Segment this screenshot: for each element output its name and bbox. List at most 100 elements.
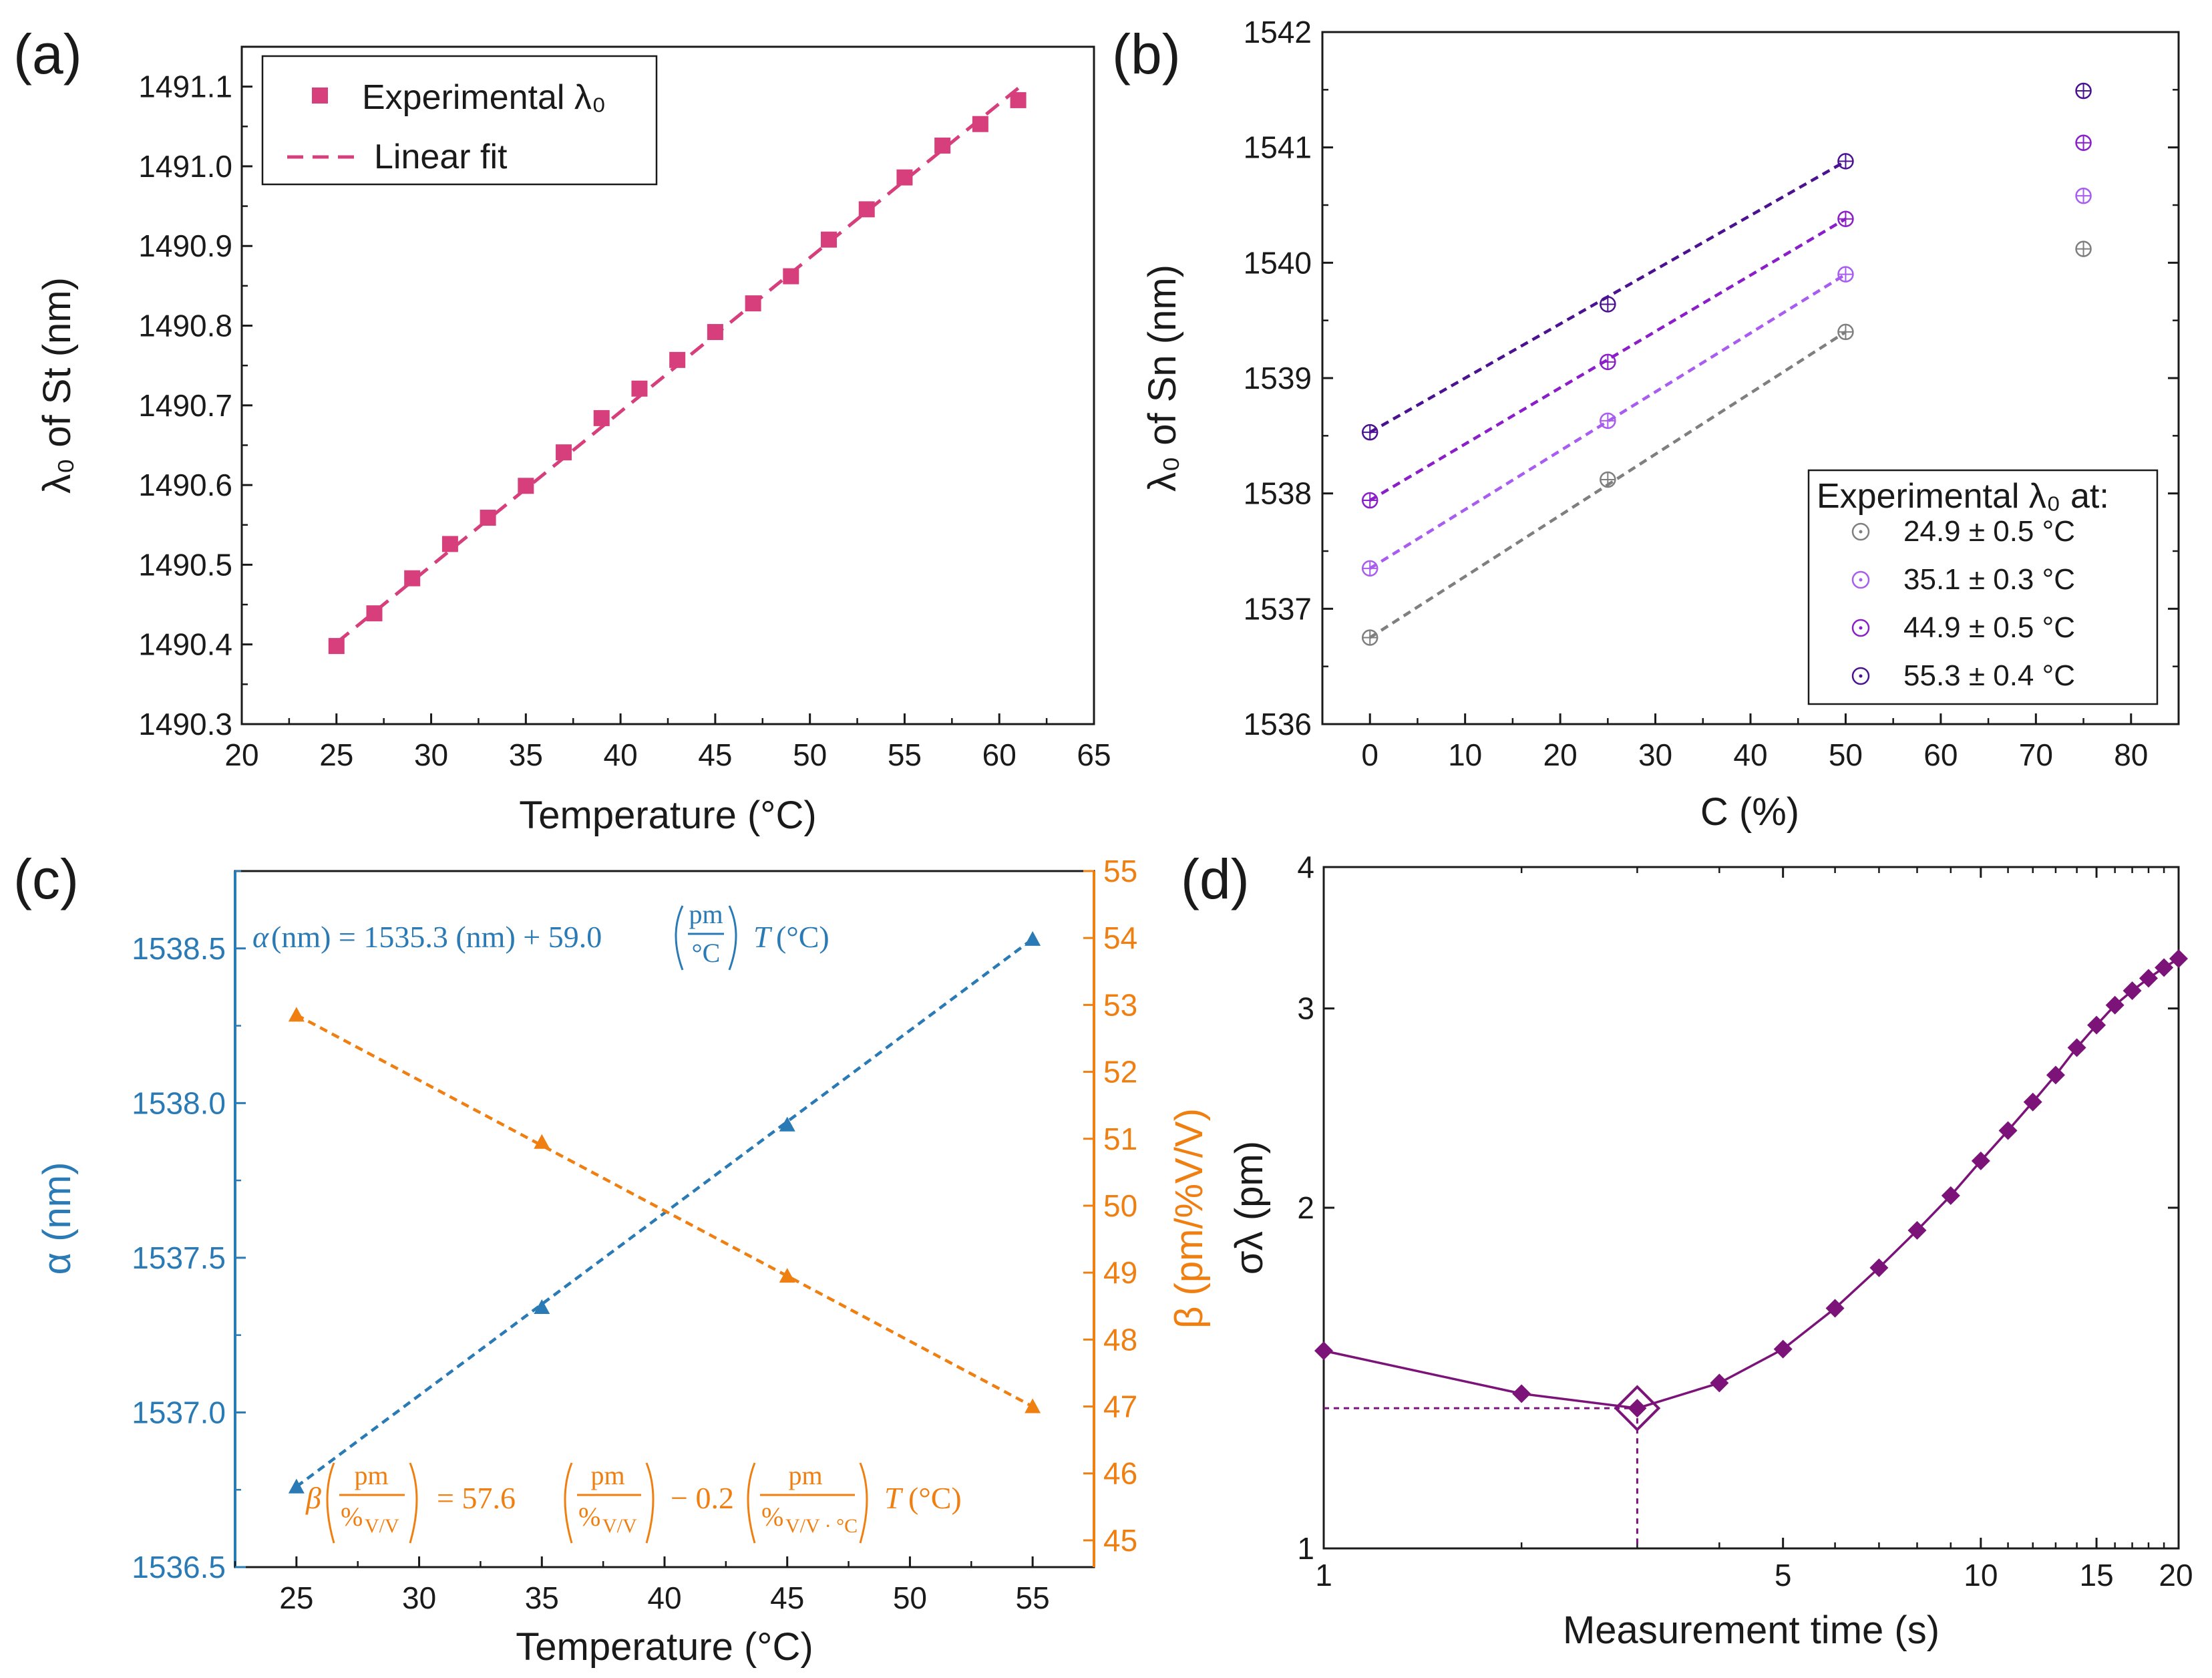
x-tick-label: 60 bbox=[1923, 737, 1958, 772]
x-tick-label: 45 bbox=[770, 1580, 804, 1615]
data-point bbox=[1361, 629, 1378, 646]
y-tick-label: 1490.5 bbox=[138, 547, 232, 582]
diamond-data-point bbox=[1971, 1151, 1990, 1170]
legend-circle-marker-icon bbox=[1851, 667, 1870, 685]
x-tick-label: 10 bbox=[1448, 737, 1482, 772]
alpha-fit-line bbox=[295, 938, 1034, 1488]
data-point bbox=[2075, 134, 2092, 152]
y-tick-label: 1490.4 bbox=[138, 627, 232, 662]
alpha-eq-tail: (°C) bbox=[776, 920, 830, 954]
beta-eq-vv1: V/V bbox=[365, 1515, 399, 1537]
panel-b-label: (b) bbox=[1112, 23, 1181, 86]
x-tick-label: 55 bbox=[1016, 1580, 1050, 1615]
x-tick-label: 30 bbox=[402, 1580, 436, 1615]
y-tick-label: 1539 bbox=[1244, 361, 1312, 395]
data-point bbox=[518, 478, 534, 494]
panel-d-points bbox=[1314, 949, 2188, 1432]
x-tick-label: 5 bbox=[1775, 1558, 1792, 1592]
diamond-data-point bbox=[2105, 995, 2125, 1015]
x-tick-label: 15 bbox=[2079, 1558, 2113, 1592]
triangle-data-point bbox=[1025, 1398, 1041, 1413]
triangle-data-point bbox=[779, 1268, 795, 1283]
panel-c-label: (c) bbox=[13, 848, 79, 910]
triangle-data-point bbox=[288, 1478, 305, 1494]
panel-a-legend-box bbox=[261, 55, 658, 186]
data-point bbox=[783, 268, 799, 285]
x-tick-label: 30 bbox=[1638, 737, 1672, 772]
panel-c-right-y-axis-label: β (pm/%V/V) bbox=[1167, 1108, 1211, 1329]
x-tick-label: 1 bbox=[1315, 1558, 1332, 1592]
x-tick-label: 50 bbox=[1829, 737, 1863, 772]
diamond-data-point bbox=[1907, 1220, 1927, 1240]
data-point bbox=[1837, 323, 1854, 341]
right-y-tick-label: 54 bbox=[1103, 920, 1137, 955]
right-y-tick-label: 51 bbox=[1103, 1122, 1137, 1156]
data-point bbox=[1361, 424, 1378, 441]
panel-a-x-ticks: 20 25 30 35 40 45 50 55 60 65 bbox=[224, 713, 1111, 772]
data-point bbox=[328, 638, 345, 655]
y-tick-label: 1540 bbox=[1244, 245, 1312, 280]
legend-circle-dot bbox=[1859, 530, 1863, 534]
y-tick-label: 2 bbox=[1297, 1190, 1314, 1225]
diamond-data-point bbox=[1628, 1399, 1647, 1418]
diamond-data-point bbox=[1710, 1373, 1729, 1393]
panel-b-y-ticks: 1536 1537 1538 1539 1540 1541 1542 bbox=[1244, 15, 2179, 741]
y-tick-label: 1541 bbox=[1244, 130, 1312, 165]
panel-a-y-ticks: 1490.3 1490.4 1490.5 1490.6 1490.7 1490.8 1490… bbox=[138, 69, 252, 741]
panel-b-x-axis-label: C (%) bbox=[1700, 790, 1799, 834]
y-tick-label: 1490.7 bbox=[138, 388, 232, 423]
alpha-eq-pm: pm bbox=[689, 899, 723, 929]
x-tick-label: 20 bbox=[1543, 737, 1578, 772]
beta-eq-pct3: % bbox=[761, 1502, 783, 1532]
panel-a-legend-fit: Linear fit bbox=[374, 138, 508, 176]
x-tick-label: 20 bbox=[2159, 1558, 2193, 1592]
alpha-eq-t: T bbox=[753, 920, 773, 954]
data-point bbox=[1600, 471, 1616, 488]
data-point bbox=[972, 116, 988, 132]
x-tick-label: 40 bbox=[604, 737, 638, 772]
x-tick-label: 50 bbox=[793, 737, 827, 772]
left-y-tick-label: 1538.0 bbox=[132, 1085, 226, 1120]
diamond-data-point bbox=[2155, 958, 2174, 977]
data-point bbox=[934, 137, 951, 154]
panel-d-y-axis-label: σλ (pm) bbox=[1228, 1141, 1271, 1275]
right-y-tick-label: 49 bbox=[1103, 1255, 1137, 1290]
y-tick-label: 3 bbox=[1297, 991, 1314, 1026]
panel-d-guide-lines bbox=[1324, 1407, 1638, 1548]
data-point bbox=[1600, 412, 1616, 430]
x-tick-label: 20 bbox=[224, 737, 258, 772]
panel-c-points bbox=[288, 931, 1041, 1494]
diamond-data-point bbox=[1825, 1299, 1845, 1318]
panel-c-x-ticks: 25 30 35 40 45 50 55 bbox=[234, 1556, 1050, 1615]
panel-a-y-axis-label: λ₀ of St (nm) bbox=[35, 277, 79, 494]
legend-circle-marker-icon bbox=[1851, 522, 1870, 541]
alpha-eq-body: (nm) = 1535.3 (nm) + 59.0 bbox=[271, 920, 602, 954]
x-tick-label: 25 bbox=[319, 737, 353, 772]
beta-eq-pm2: pm bbox=[590, 1460, 624, 1490]
alpha-eq-alpha: α bbox=[252, 920, 269, 954]
diamond-data-point bbox=[2023, 1092, 2042, 1112]
data-point bbox=[2075, 82, 2092, 100]
y-tick-label: 1538 bbox=[1244, 476, 1312, 511]
panel-b-points bbox=[1361, 82, 2092, 646]
data-point bbox=[1837, 153, 1854, 170]
data-point bbox=[441, 536, 458, 552]
legend-circle-marker-icon bbox=[1851, 619, 1870, 637]
beta-eq-vv2: V/V bbox=[602, 1515, 637, 1537]
right-y-tick-label: 55 bbox=[1103, 854, 1137, 888]
left-y-tick-label: 1536.5 bbox=[132, 1550, 226, 1584]
data-point bbox=[1361, 492, 1378, 509]
beta-eq-minus: − 0.2 bbox=[671, 1481, 734, 1515]
beta-eq-tail: (°C) bbox=[908, 1481, 962, 1515]
diamond-data-point bbox=[1869, 1258, 1889, 1277]
diamond-data-point bbox=[2139, 969, 2158, 988]
panel-c-x-axis-label: Temperature (°C) bbox=[516, 1625, 813, 1669]
x-tick-label: 70 bbox=[2019, 737, 2053, 772]
diamond-data-point bbox=[2169, 949, 2188, 969]
fit-line-2 bbox=[1369, 217, 1847, 502]
right-y-tick-label: 46 bbox=[1103, 1456, 1137, 1491]
triangle-data-point bbox=[534, 1299, 550, 1314]
x-tick-label: 60 bbox=[982, 737, 1017, 772]
